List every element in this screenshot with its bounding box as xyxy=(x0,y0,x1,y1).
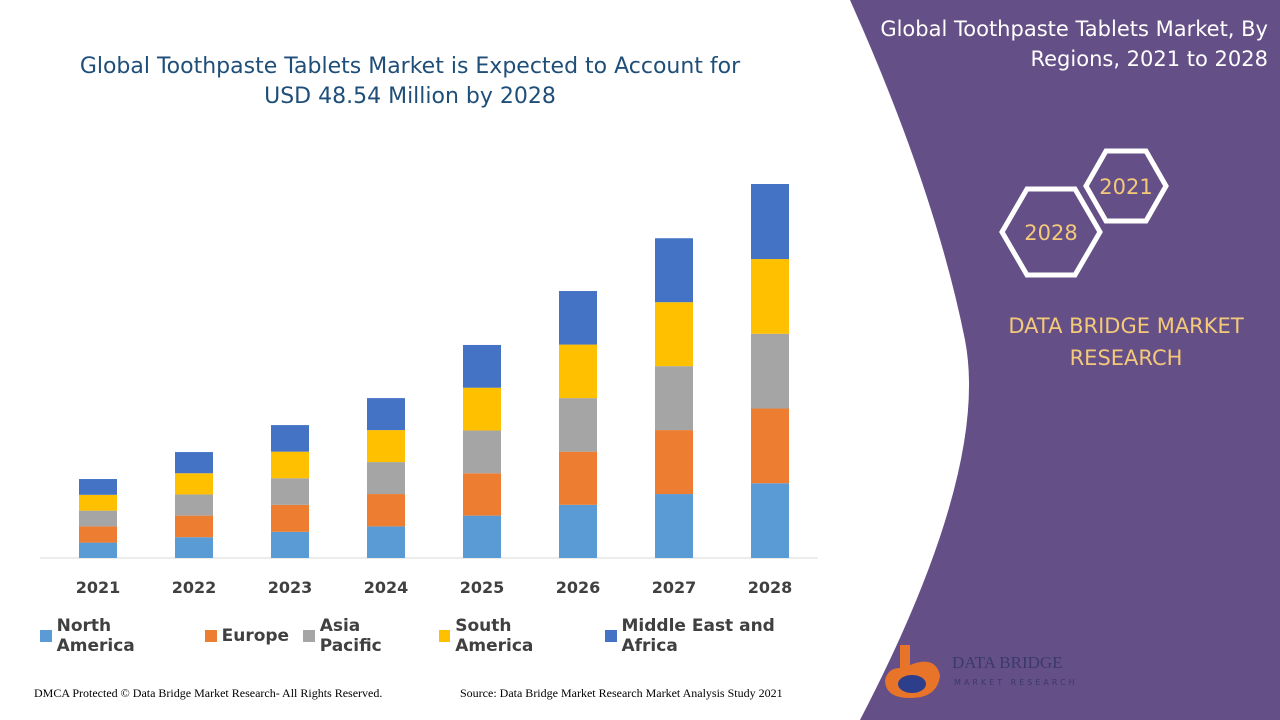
bar-segment xyxy=(655,430,693,495)
bar-segment xyxy=(463,344,501,388)
brand: DATA BRIDGE MARKET RESEARCH xyxy=(1008,314,1244,370)
bar-segment xyxy=(271,504,309,532)
x-tick-label: 2024 xyxy=(364,578,409,597)
bar-segment xyxy=(559,451,597,505)
x-tick-label: 2022 xyxy=(172,578,217,597)
bar-segment xyxy=(559,504,597,558)
bar-segment xyxy=(271,425,309,452)
hexagon xyxy=(1083,148,1169,224)
bar-segment xyxy=(559,344,597,399)
bar-segment xyxy=(79,510,117,527)
legend-item: Middle East and Africa xyxy=(604,616,830,656)
bar-segment xyxy=(463,430,501,474)
x-tick-label: 2026 xyxy=(556,578,601,597)
year-label: 2028 xyxy=(1024,221,1077,245)
legend-label: Europe xyxy=(221,626,290,646)
bar-segment xyxy=(79,479,117,495)
legend-swatch xyxy=(604,630,617,642)
bar-segment xyxy=(751,408,789,484)
legend-item: Europe xyxy=(204,616,290,656)
legend-label: Middle East and Africa xyxy=(621,616,775,656)
bar-segment xyxy=(367,462,405,495)
bar-segment xyxy=(175,473,213,495)
legend-item: South America xyxy=(438,616,591,656)
bar-segment xyxy=(79,494,117,511)
footer-dmca: DMCA Protected © Data Bridge Market Rese… xyxy=(34,686,383,700)
x-tick-label: 2028 xyxy=(748,578,793,597)
bar-segment xyxy=(751,184,789,260)
footer-source: Source: Data Bridge Market Research Mark… xyxy=(460,686,783,700)
bar-segment xyxy=(79,542,117,558)
x-tick-label: 2025 xyxy=(460,578,505,597)
side-title: Global Toothpaste Tablets Market, By Reg… xyxy=(880,17,1268,71)
bar-segment xyxy=(655,494,693,558)
bar-segment xyxy=(175,537,213,558)
legend-label: North America xyxy=(56,616,135,656)
bar-segment xyxy=(367,494,405,527)
bar-segment xyxy=(175,494,213,516)
bar-segment xyxy=(463,387,501,431)
bar-segment xyxy=(751,259,789,334)
side-panel-bg xyxy=(850,0,1280,720)
hexagon xyxy=(999,186,1103,278)
bar-segment xyxy=(271,531,309,558)
legend-swatch xyxy=(204,630,217,642)
logo-tagline: MARKET RESEARCH xyxy=(954,678,1078,687)
legend-swatch xyxy=(40,630,52,642)
legend: North America Europe Asia Pacific South Ame… xyxy=(40,616,830,656)
bar-segment xyxy=(655,302,693,367)
bar-segment xyxy=(271,451,309,479)
legend-swatch xyxy=(303,630,315,642)
bar-segment xyxy=(367,526,405,558)
bar-segment xyxy=(463,473,501,516)
bar-segment xyxy=(175,452,213,474)
legend-label: Asia Pacific xyxy=(319,616,382,656)
bar-segment xyxy=(367,398,405,431)
year-label: 2021 xyxy=(1099,175,1152,199)
logo-name: DATA BRIDGE xyxy=(952,653,1063,672)
x-tick-label: 2023 xyxy=(268,578,313,597)
chart-title: Global Toothpaste Tablets Market is Expe… xyxy=(79,54,741,109)
bar-segment xyxy=(559,291,597,345)
x-tick-label: 2027 xyxy=(652,578,697,597)
bar-segment xyxy=(463,515,501,558)
bar-segment xyxy=(751,333,789,409)
bar-segment xyxy=(175,515,213,538)
x-tick-label: 2021 xyxy=(76,578,121,597)
bar-segment xyxy=(655,366,693,431)
bar-segment xyxy=(271,478,309,505)
legend-item: Asia Pacific xyxy=(303,616,425,656)
legend-label: South America xyxy=(455,616,534,656)
bar-segment xyxy=(655,238,693,303)
legend-swatch xyxy=(438,630,451,642)
legend-item: North America xyxy=(40,616,191,656)
bar-segment xyxy=(79,526,117,543)
bar-segment xyxy=(559,398,597,452)
plot: 2021 2022 2023 2024 2025 2026 2027 2028 xyxy=(40,184,818,597)
logo-mark xyxy=(898,675,926,693)
bar-segment xyxy=(751,483,789,558)
bar-segment xyxy=(367,430,405,463)
